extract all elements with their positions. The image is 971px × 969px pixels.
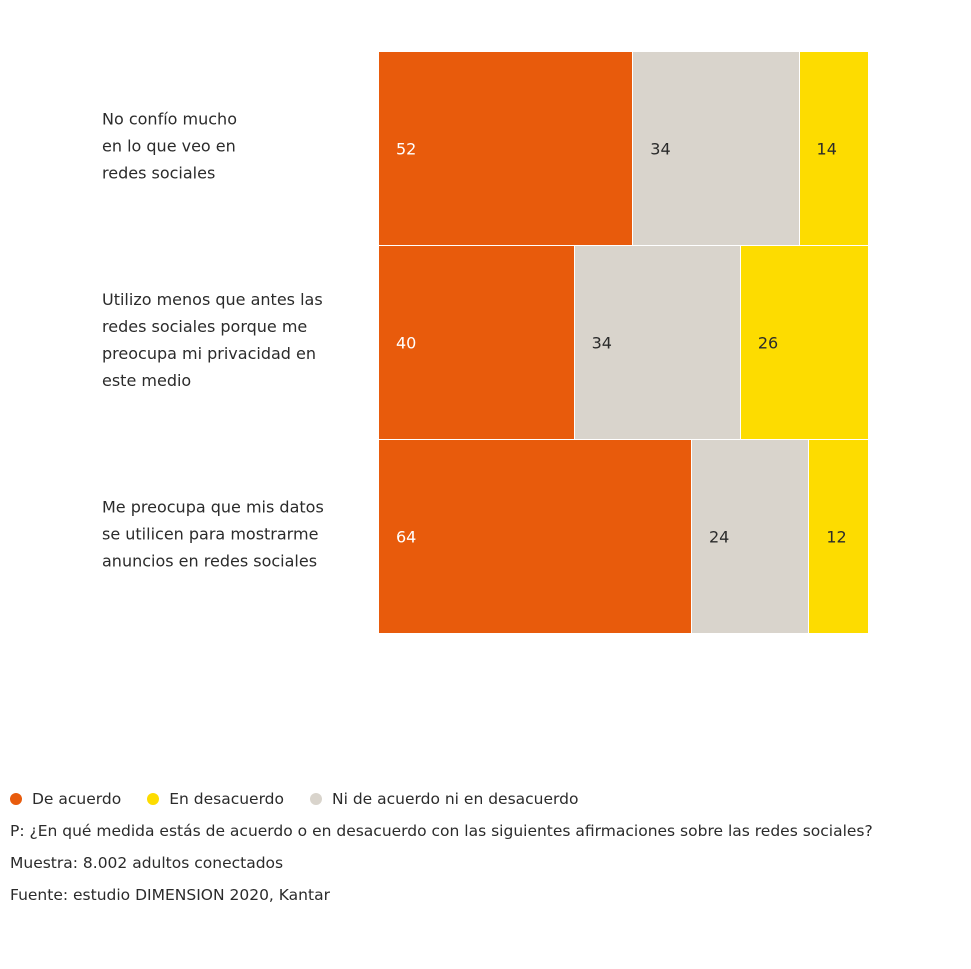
row-label-line: Utilizo menos que antes las (102, 290, 323, 309)
legend-label: De acuerdo (32, 790, 122, 808)
row-label-line: en lo que veo en (102, 136, 236, 156)
bar-segment (740, 246, 868, 439)
legend-label: En desacuerdo (169, 790, 284, 808)
row-label-line: se utilicen para mostrarme (102, 524, 319, 544)
bar-segment (809, 440, 868, 633)
value-label: 52 (396, 139, 417, 159)
row-label-line: redes sociales porque me (102, 317, 308, 336)
bar-segment (379, 246, 574, 439)
value-label: 12 (826, 527, 847, 547)
row-label-line: anuncios en redes sociales (102, 551, 318, 571)
value-label: 34 (591, 333, 612, 353)
bar-segment (574, 246, 740, 439)
stacked-bar-chart: 52 34 14 40 34 26 64 24 12 (379, 52, 868, 633)
bar-segment (379, 440, 691, 633)
legend-label: Ni de acuerdo ni en desacuerdo (332, 790, 579, 808)
row-label-line: redes sociales (102, 163, 216, 183)
legend: De acuerdo En desacuerdo Ni de acuerdo ni … (10, 790, 604, 808)
bar-segment (799, 52, 868, 245)
source-note: Fuente: estudio DIMENSION 2020, Kantar (10, 886, 330, 904)
value-label: 34 (650, 139, 671, 159)
legend-dot-icon (10, 793, 22, 805)
value-label: 24 (708, 527, 730, 547)
value-label: 40 (396, 333, 417, 353)
value-label: 26 (757, 333, 779, 353)
row-label: No confío mucho en lo que veo en redes soc… (102, 106, 352, 187)
row-label-line: preocupa mi privacidad en (102, 344, 316, 363)
question-note: P: ¿En qué medida estás de acuerdo o en … (10, 822, 873, 840)
bar-segment (379, 52, 633, 245)
bar-segment (691, 440, 809, 633)
row-label-line: No confío mucho (102, 109, 237, 129)
bar-segment (633, 52, 799, 245)
legend-item: De acuerdo (10, 790, 121, 808)
value-label: 64 (396, 527, 417, 547)
value-label: 14 (816, 139, 837, 159)
row-label-line: Me preocupa que mis datos (102, 497, 324, 517)
row-label: Utilizo menos que antes las redes sociale… (102, 286, 352, 394)
legend-item: En desacuerdo (147, 790, 284, 808)
row-label: Me preocupa que mis datos se utilicen par… (102, 494, 352, 575)
sample-note: Muestra: 8.002 adultos conectados (10, 854, 284, 872)
legend-dot-icon (310, 793, 322, 805)
row-label-line: este medio (102, 371, 192, 390)
legend-item: Ni de acuerdo ni en desacuerdo (310, 790, 578, 808)
legend-dot-icon (147, 793, 160, 805)
